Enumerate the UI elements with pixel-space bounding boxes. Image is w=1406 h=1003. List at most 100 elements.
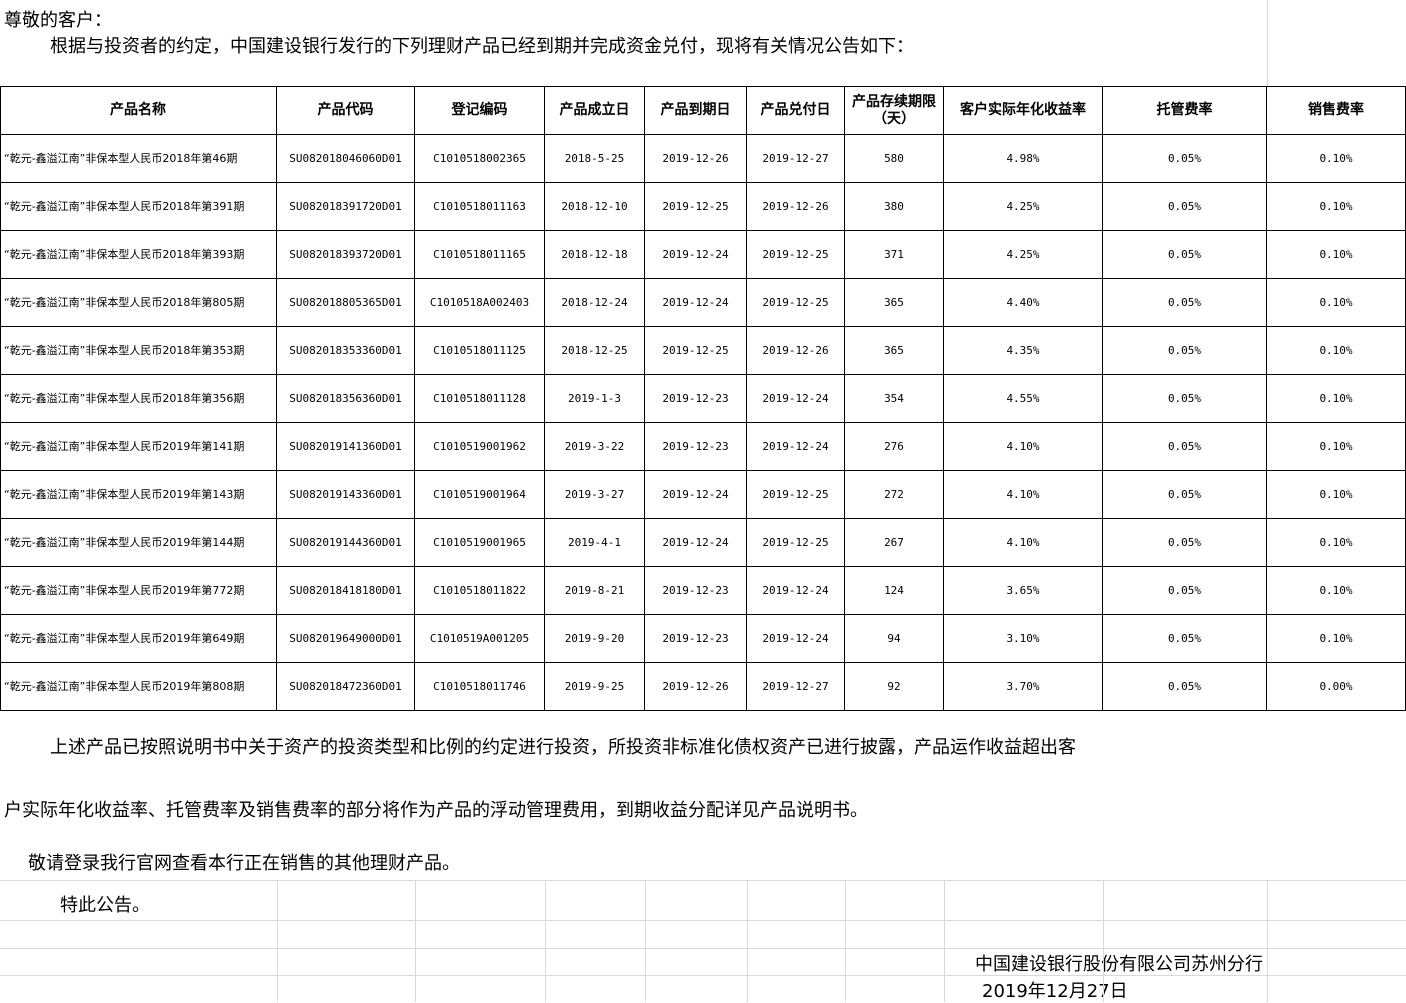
table-cell: 2019-12-27: [747, 135, 845, 183]
table-cell: SU082019144360D01: [277, 519, 415, 567]
sheet-grid: [0, 920, 1406, 921]
table-cell: C1010519A001205: [415, 615, 545, 663]
table-cell: 4.25%: [944, 183, 1103, 231]
table-cell: 0.00%: [1267, 663, 1406, 711]
table-cell: 0.10%: [1267, 519, 1406, 567]
table-cell: SU082019141360D01: [277, 423, 415, 471]
table-cell: 380: [845, 183, 944, 231]
table-cell: 371: [845, 231, 944, 279]
table-cell: 2018-5-25: [545, 135, 645, 183]
signature: 中国建设银行股份有限公司苏州分行: [975, 954, 1263, 975]
table-cell: 0.05%: [1103, 135, 1267, 183]
table-cell: 354: [845, 375, 944, 423]
product-name: “乾元-鑫溢江南”非保本型人民币2018年第46期: [0, 135, 277, 183]
table-cell: 2019-12-24: [645, 471, 747, 519]
table-cell: 2019-12-25: [747, 279, 845, 327]
table-cell: 4.10%: [944, 423, 1103, 471]
table-border: [0, 87, 1, 711]
table-cell: 124: [845, 567, 944, 615]
table-cell: 4.98%: [944, 135, 1103, 183]
table-cell: 0.05%: [1103, 423, 1267, 471]
sheet-grid: [645, 880, 646, 1002]
table-cell: 2019-12-26: [747, 327, 845, 375]
sheet-grid: [1267, 880, 1268, 1002]
table-cell: 0.05%: [1103, 279, 1267, 327]
table-cell: 2019-12-25: [747, 471, 845, 519]
table-cell: 2019-12-23: [645, 375, 747, 423]
table-cell: SU082018805365D01: [277, 279, 415, 327]
table-cell: 2019-12-23: [645, 567, 747, 615]
table-cell: 2019-12-25: [645, 327, 747, 375]
sheet-grid: [747, 880, 748, 1002]
table-cell: 4.10%: [944, 471, 1103, 519]
header-cell: 产品兑付日: [747, 87, 845, 135]
greeting: 尊敬的客户：: [4, 10, 112, 31]
header-cell: 产品到期日: [645, 87, 747, 135]
table-cell: 94: [845, 615, 944, 663]
table-cell: C1010518011822: [415, 567, 545, 615]
table-cell: 3.65%: [944, 567, 1103, 615]
table-cell: 2019-12-26: [645, 663, 747, 711]
product-name: “乾元-鑫溢江南”非保本型人民币2019年第772期: [0, 567, 277, 615]
paragraph-line: 户实际年化收益率、托管费率及销售费率的部分将作为产品的浮动管理费用，到期收益分配…: [4, 800, 868, 821]
product-name: “乾元-鑫溢江南”非保本型人民币2018年第393期: [0, 231, 277, 279]
table-cell: 2019-12-25: [645, 183, 747, 231]
table-cell: 0.10%: [1267, 471, 1406, 519]
table-cell: 2019-12-24: [747, 567, 845, 615]
product-name: “乾元-鑫溢江南”非保本型人民币2019年第808期: [0, 663, 277, 711]
product-name: “乾元-鑫溢江南”非保本型人民币2019年第649期: [0, 615, 277, 663]
table-cell: C1010518011163: [415, 183, 545, 231]
table-cell: 365: [845, 279, 944, 327]
table-cell: 0.10%: [1267, 423, 1406, 471]
product-name: “乾元-鑫溢江南”非保本型人民币2019年第144期: [0, 519, 277, 567]
table-cell: 0.10%: [1267, 231, 1406, 279]
table-cell: 2019-12-27: [747, 663, 845, 711]
sheet-grid: [1103, 880, 1104, 1002]
intro: 根据与投资者的约定，中国建设银行发行的下列理财产品已经到期并完成资金兑付，现将有…: [50, 36, 914, 57]
table-cell: SU082019649000D01: [277, 615, 415, 663]
table-cell: C1010518011165: [415, 231, 545, 279]
header-cell: 产品存续期限（天）: [845, 87, 944, 135]
table-cell: SU082018046060D01: [277, 135, 415, 183]
sheet-grid: [545, 880, 546, 1002]
date: 2019年12月27日: [982, 981, 1128, 1002]
sheet-grid: [415, 880, 416, 1002]
table-cell: 0.05%: [1103, 327, 1267, 375]
table-cell: 2018-12-10: [545, 183, 645, 231]
sheet-grid: [0, 880, 1406, 881]
table-cell: C1010518011746: [415, 663, 545, 711]
table-cell: 0.10%: [1267, 567, 1406, 615]
table-cell: 365: [845, 327, 944, 375]
table-cell: 2019-4-1: [545, 519, 645, 567]
table-cell: 3.70%: [944, 663, 1103, 711]
header-cell: 托管费率: [1103, 87, 1267, 135]
table-cell: 0.05%: [1103, 183, 1267, 231]
header-cell: 产品名称: [0, 87, 277, 135]
table-cell: 0.05%: [1103, 519, 1267, 567]
table-cell: 0.10%: [1267, 327, 1406, 375]
table-cell: 0.10%: [1267, 279, 1406, 327]
table-cell: 0.05%: [1103, 615, 1267, 663]
table-cell: 2019-12-25: [747, 519, 845, 567]
table-cell: 2019-12-24: [747, 423, 845, 471]
product-name: “乾元-鑫溢江南”非保本型人民币2018年第391期: [0, 183, 277, 231]
table-cell: 2019-12-26: [747, 183, 845, 231]
table-cell: 2019-9-25: [545, 663, 645, 711]
table-cell: 92: [845, 663, 944, 711]
table-border: [0, 86, 1406, 87]
table-cell: SU082018393720D01: [277, 231, 415, 279]
table-cell: 267: [845, 519, 944, 567]
table-cell: 2019-12-26: [645, 135, 747, 183]
table-cell: C1010519001962: [415, 423, 545, 471]
recommendation: 敬请登录我行官网查看本行正在销售的其他理财产品。: [28, 853, 460, 874]
sheet-grid: [944, 880, 945, 1002]
product-name: “乾元-鑫溢江南”非保本型人民币2018年第805期: [0, 279, 277, 327]
table-cell: 2019-12-23: [645, 615, 747, 663]
table-cell: 2019-12-23: [645, 423, 747, 471]
table-cell: 4.10%: [944, 519, 1103, 567]
product-name: “乾元-鑫溢江南”非保本型人民币2019年第141期: [0, 423, 277, 471]
table-cell: SU082018353360D01: [277, 327, 415, 375]
table-cell: 272: [845, 471, 944, 519]
table-cell: 276: [845, 423, 944, 471]
